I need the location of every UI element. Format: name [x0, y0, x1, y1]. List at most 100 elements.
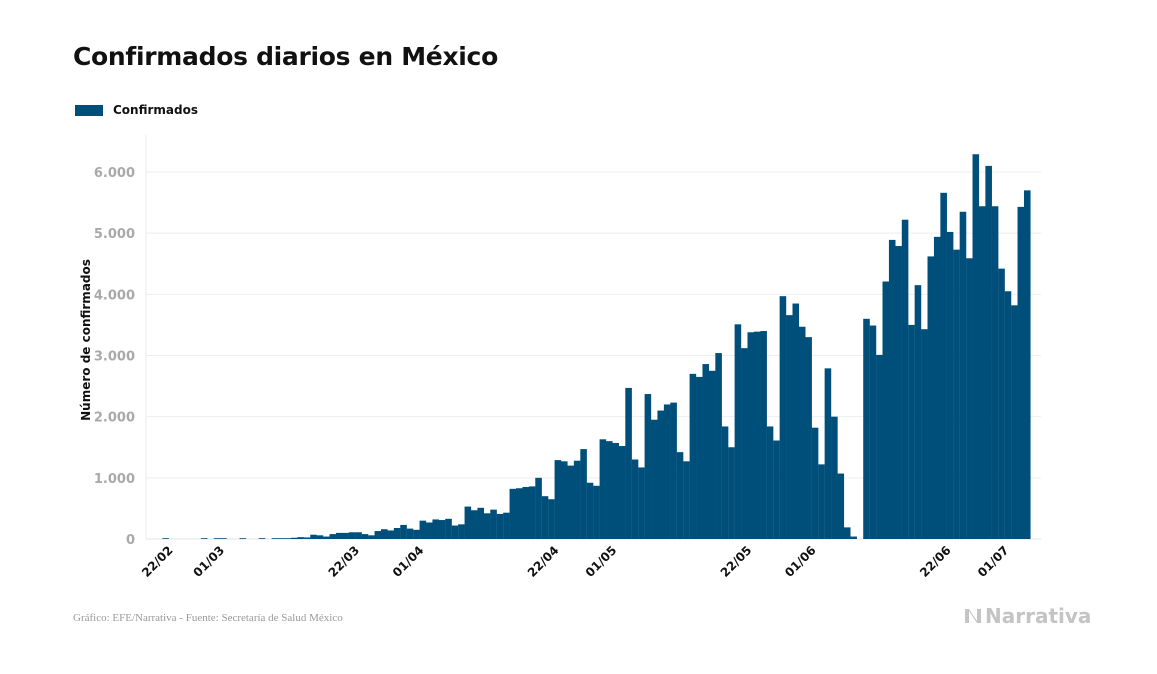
bar [612, 442, 620, 539]
bar [882, 281, 890, 539]
bar [953, 249, 960, 539]
narrativa-logo-icon [965, 609, 981, 623]
bar [464, 506, 472, 539]
bar [927, 256, 935, 539]
bar [895, 246, 902, 539]
bar [721, 426, 729, 539]
bar [522, 487, 529, 539]
bar [786, 315, 793, 539]
bar [657, 410, 665, 539]
bar [792, 303, 800, 539]
bar [393, 527, 401, 539]
bar [432, 519, 439, 539]
bar [419, 520, 427, 539]
bar [258, 538, 266, 539]
bar [689, 373, 697, 539]
bar [766, 426, 774, 539]
bar [606, 441, 613, 539]
bar [413, 529, 420, 540]
x-tick-label: 01/06 [782, 543, 819, 580]
y-tick-label: 3.000 [94, 350, 135, 365]
bar [824, 368, 832, 540]
bar [933, 236, 941, 539]
bar [869, 325, 877, 539]
bar [599, 439, 607, 539]
bar [445, 518, 452, 539]
bar [567, 465, 575, 539]
bar [638, 467, 645, 539]
bar [1017, 206, 1025, 539]
source-note: Gráfico: EFE/Narrativa - Fuente: Secreta… [73, 612, 343, 624]
bar [940, 192, 947, 540]
bar [213, 538, 221, 539]
bar [284, 538, 292, 539]
bar [625, 387, 632, 539]
bar [541, 496, 549, 539]
bar [728, 447, 735, 539]
bar [818, 464, 825, 539]
bar [651, 419, 658, 540]
y-tick-label: 0 [126, 533, 135, 548]
bar [773, 440, 780, 539]
bar [798, 326, 806, 539]
bar [310, 534, 317, 539]
bar [535, 477, 542, 539]
x-tick-label: 01/03 [191, 543, 228, 580]
y-tick-label: 5.000 [94, 227, 135, 242]
y-axis-title: Número de confirmados [79, 259, 93, 421]
bar [483, 513, 491, 539]
bar [978, 206, 986, 539]
bar [901, 219, 909, 539]
bar [387, 530, 394, 539]
bar [342, 532, 349, 539]
bar [200, 538, 208, 539]
brand-logo: Narrativa [963, 604, 1091, 628]
bar [811, 427, 819, 539]
bar [644, 394, 652, 539]
bar [162, 538, 169, 539]
bar [586, 482, 594, 539]
bar [741, 348, 748, 539]
bar [593, 485, 600, 539]
bar [239, 538, 247, 539]
y-tick-label: 1.000 [94, 472, 135, 487]
bar [676, 452, 684, 539]
bar [406, 528, 414, 539]
bar [355, 532, 362, 539]
bar [374, 531, 382, 539]
bar [548, 499, 555, 539]
x-tick-label: 01/05 [583, 543, 620, 580]
bar [528, 486, 536, 539]
bar [1023, 190, 1031, 539]
legend-swatch [75, 104, 103, 116]
bar [805, 337, 812, 539]
legend-label: Confirmados [113, 103, 198, 117]
legend: Confirmados [75, 103, 198, 117]
bar [490, 509, 497, 539]
x-tick-label: 22/03 [326, 543, 363, 580]
bar [631, 459, 639, 539]
bar [458, 524, 465, 539]
bar [380, 529, 388, 539]
bar [985, 165, 992, 539]
bar [908, 324, 915, 539]
bar [561, 461, 568, 539]
bar [573, 460, 581, 539]
bar [323, 536, 330, 539]
bar [316, 535, 324, 539]
bar [348, 532, 356, 539]
bar [843, 527, 851, 539]
bar [734, 324, 742, 539]
y-tick-label: 2.000 [94, 411, 135, 426]
bar [876, 354, 883, 539]
brand-name: Narrativa [985, 604, 1092, 628]
y-axis-ticks: 0 1.000 2.000 3.000 4.000 5.000 6.000 [94, 166, 135, 548]
bar [914, 285, 922, 539]
bar [618, 446, 626, 539]
bar [335, 532, 343, 539]
bar [438, 520, 446, 539]
bar [921, 329, 928, 539]
bar [888, 239, 896, 539]
bar [760, 331, 767, 539]
y-tick-label: 4.000 [94, 288, 135, 303]
